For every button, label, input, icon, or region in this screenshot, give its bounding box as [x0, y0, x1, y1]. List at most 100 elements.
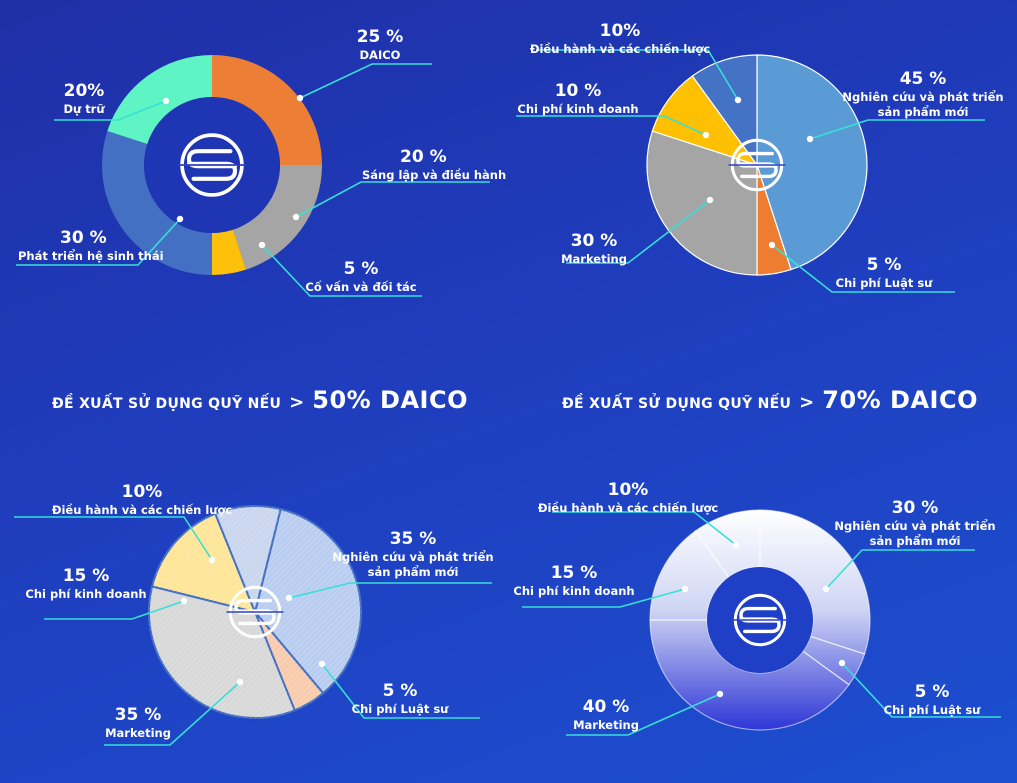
slice-category-label: Marketing	[105, 726, 171, 740]
leader-line	[261, 244, 422, 297]
slice-category-label: Marketing	[573, 718, 639, 732]
slice-category-label: Chi phí Luật sư	[884, 703, 982, 717]
slice-percent-label: 5 %	[344, 259, 379, 279]
leader-dot	[285, 594, 293, 602]
pie-chart-1: 25 %DAICO 20 %Sáng lập và điều hành 5 %Cố …	[16, 27, 506, 297]
slice-percent-label: 5 %	[867, 255, 902, 275]
slice-category-label: sản phẩm mới	[368, 564, 459, 579]
leader-dot	[180, 597, 188, 605]
slice-category-label: DAICO	[360, 48, 401, 62]
leader-dot	[838, 659, 846, 667]
leader-dot	[706, 196, 714, 204]
s-coin-logo-icon	[728, 138, 786, 192]
leader-line	[16, 218, 181, 266]
slice-category-label: Marketing	[561, 252, 627, 266]
slice-category-label: sản phẩm mới	[870, 533, 961, 548]
leader-line	[825, 549, 975, 590]
slice-texture	[255, 612, 324, 711]
slice-category-label: Điều hành và các chiến lược	[538, 501, 719, 515]
slice-percent-label: 5 %	[383, 681, 418, 701]
slice-category-label: Điều hành và các chiến lược	[52, 503, 233, 517]
slice-category-label: Phát triển hệ sinh thái	[18, 248, 164, 263]
s-coin-logo-icon	[177, 133, 247, 197]
slice-category-label: Chi phí kinh doanh	[513, 584, 634, 598]
slice-category-label: Nghiên cứu và phát triển	[842, 89, 1003, 104]
heading-text: ĐỀ XUẤT SỬ DỤNG QUỸ NẾU	[52, 396, 282, 412]
slice-percent-label: 10%	[122, 482, 163, 502]
leader-dot	[162, 97, 170, 105]
slice-percent-label: 45 %	[900, 69, 947, 89]
slice-percent-label: 30 %	[60, 228, 107, 248]
leader-dot	[806, 135, 814, 143]
leader-line	[44, 600, 185, 620]
slice-category-label: Chi phí Luật sư	[352, 702, 450, 716]
leader-line	[566, 693, 721, 736]
slice-percent-label: 15 %	[551, 563, 598, 583]
leader-line	[299, 63, 432, 99]
slice-category-label: Chi phí Luật sư	[836, 276, 934, 290]
pie-slice	[212, 229, 246, 275]
leader-dot	[318, 660, 326, 668]
leader-line	[841, 662, 1001, 718]
pie-slice	[646, 130, 758, 276]
slice-percent-label: 40 %	[583, 697, 630, 717]
leader-line	[522, 588, 686, 608]
leader-line	[321, 663, 480, 719]
slice-percent-label: 30 %	[892, 498, 939, 518]
slice-percent-label: 15 %	[63, 566, 110, 586]
slice-category-label: Chi phí kinh doanh	[25, 587, 146, 601]
slice-percent-label: 20%	[64, 81, 105, 101]
heading-value: 70% DAICO	[822, 386, 978, 414]
leader-dot	[681, 585, 689, 593]
heading-text: ĐỀ XUẤT SỬ DỤNG QUỸ NẾU	[562, 396, 792, 412]
leader-line	[295, 181, 490, 218]
leader-line	[288, 582, 492, 599]
slice-percent-label: 20 %	[400, 147, 447, 167]
leader-dot	[768, 241, 776, 249]
pie-slice	[691, 54, 758, 167]
slice-percent-label: 10%	[600, 21, 641, 41]
heading-70-daico: ĐỀ XUẤT SỬ DỤNG QUỸ NẾU > 70% DAICO	[562, 386, 978, 414]
leader-line	[771, 244, 955, 293]
s-coin-logo-icon	[731, 593, 789, 647]
leader-dot	[292, 213, 300, 221]
slice-texture	[255, 509, 361, 694]
slice-percent-label: 35 %	[390, 529, 437, 549]
leader-dot	[208, 556, 216, 564]
leader-line	[516, 115, 707, 136]
leader-line	[566, 199, 711, 264]
pie-slice	[107, 55, 212, 144]
slice-percent-label: 35 %	[115, 705, 162, 725]
slice-category-label: sản phẩm mới	[878, 104, 969, 119]
slice-texture	[152, 513, 255, 612]
pie-slice	[649, 619, 850, 731]
slice-category-label: Điều hành và các chiến lược	[530, 42, 711, 56]
slice-texture	[149, 586, 295, 718]
slice-percent-label: 10 %	[555, 81, 602, 101]
slice-category-label: Cố vấn và đối tác	[305, 280, 416, 294]
leader-line	[54, 100, 167, 121]
chevron-right-icon: >	[289, 392, 305, 413]
leader-line	[104, 681, 241, 746]
heading-value: 50% DAICO	[312, 386, 468, 414]
leader-dot	[176, 215, 184, 223]
leader-dot	[716, 690, 724, 698]
leader-line	[552, 511, 737, 546]
slice-percent-label: 10%	[608, 480, 649, 500]
s-coin-logo-icon	[226, 585, 284, 639]
leader-dot	[296, 94, 304, 102]
pie-slice	[101, 131, 212, 275]
chevron-right-icon: >	[799, 392, 815, 413]
leader-dot	[734, 96, 742, 104]
slice-category-label: Nghiên cứu và phát triển	[834, 518, 995, 533]
pie-slice	[212, 55, 322, 165]
slice-percent-label: 25 %	[357, 27, 404, 47]
slice-category-label: Dự trữ	[63, 102, 105, 116]
leader-line	[809, 119, 985, 140]
pie-slice	[233, 165, 322, 270]
